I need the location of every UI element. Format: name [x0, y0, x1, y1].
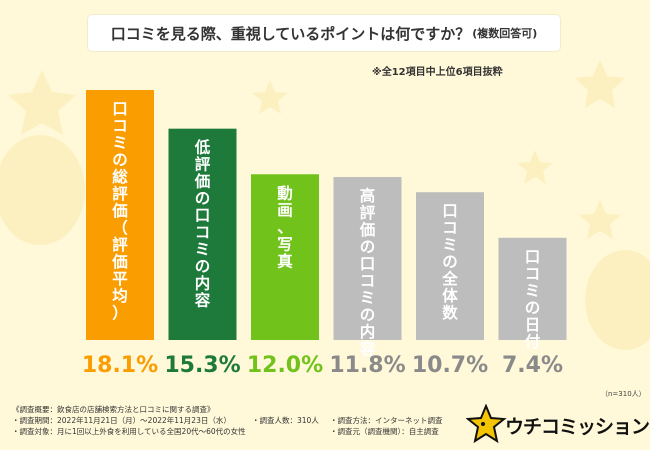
survey-count: ・調査人数：310人: [252, 416, 319, 425]
category-label-1: 口コミの総評価（評価平均）: [111, 100, 128, 322]
survey-period: ・調査期間：2022年11月21日（月）～2022年11月23日（水）: [12, 416, 231, 425]
category-label-4: 高評価の口コミの内容: [359, 186, 376, 358]
bird-shape: [0, 135, 85, 245]
bar-3: [251, 174, 319, 340]
bar-5: [416, 192, 484, 340]
star-shape: [579, 200, 621, 239]
category-label-3: 動画、写真: [277, 183, 293, 270]
value-label-6: 7.4%: [502, 353, 563, 378]
category-label-2: 低評価の口コミの内容: [194, 138, 211, 310]
chart-title-main: 口コミを見る際、重視しているポイントは何ですか？: [110, 24, 471, 43]
chart-title-sub: (複数回答可): [472, 27, 538, 40]
brand-star-eye: [481, 422, 485, 426]
survey-source: ・調査元（調査機関）：自主調査: [330, 427, 439, 436]
category-label-5: 口コミの全体数: [441, 202, 458, 322]
value-label-4: 11.8%: [329, 353, 405, 378]
survey-target: ・調査対象：月に1回以上外食を利用している全国20代～60代の女性: [12, 427, 246, 436]
sample-size: （n=310人）: [601, 390, 646, 398]
bar-6: [498, 237, 567, 340]
survey-heading: 《調査概要：飲食店の店舗検索方法と口コミに関する調査》: [12, 405, 215, 414]
brand-name: ウチコミッション: [505, 416, 650, 438]
value-label-2: 15.3%: [164, 353, 240, 378]
star-shape: [252, 80, 288, 114]
star-shape: [8, 70, 76, 135]
bird-shape: [585, 250, 650, 350]
value-label-5: 10.7%: [412, 353, 488, 378]
bar-4: [333, 177, 402, 340]
chart-note: ※全12項目中上位6項目抜粋: [372, 67, 503, 78]
chart-title: 口コミを見る際、重視しているポイントは何ですか？ (複数回答可): [88, 15, 560, 51]
survey-overview: 《調査概要：飲食店の店舗検索方法と口コミに関する調査》 ・調査期間：2022年1…: [12, 404, 452, 437]
survey-method: ・調査方法：インターネット調査: [330, 416, 443, 425]
value-label-1: 18.1%: [82, 353, 158, 378]
brand-logo: [466, 404, 507, 444]
category-label-6: 口コミの日付: [525, 248, 541, 351]
value-label-3: 12.0%: [247, 353, 323, 378]
bar-2: [168, 128, 237, 340]
bar-1: [86, 90, 154, 340]
star-shape: [575, 60, 625, 108]
star-shape: [517, 150, 553, 184]
brand-star-icon: [466, 404, 507, 444]
